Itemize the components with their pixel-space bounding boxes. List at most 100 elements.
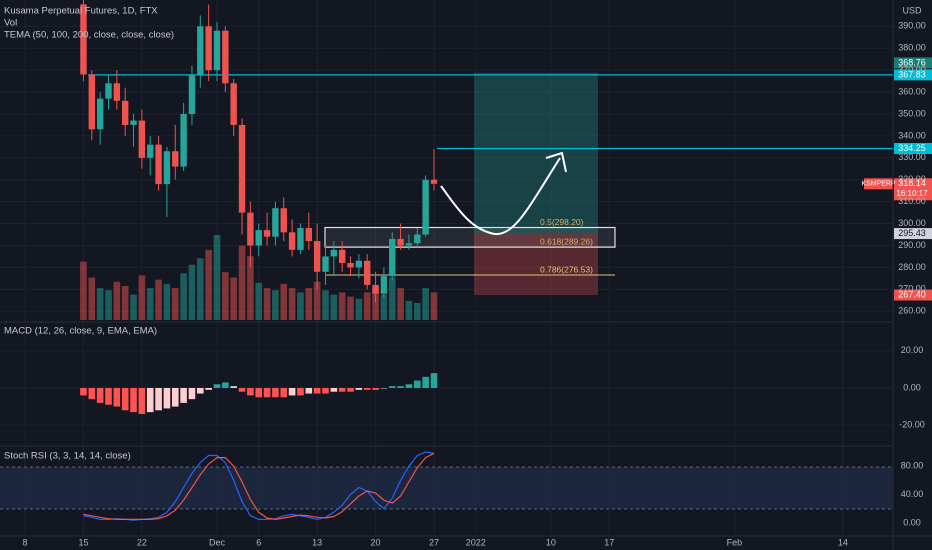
candle-body [230, 83, 237, 125]
volume-bar [80, 261, 87, 320]
title: Kusama Perpetual Futures, 1D, FTX [4, 6, 158, 17]
stoch-title: Stoch RSI (3, 3, 14, 14, close) [4, 451, 131, 462]
y-tick-label: 270.00 [898, 284, 926, 294]
volume-bar [180, 273, 187, 320]
candle-body [422, 179, 429, 235]
volume-bar [422, 288, 429, 320]
candle-body [247, 212, 254, 246]
macd-bar [105, 387, 112, 405]
candle-body [197, 26, 204, 75]
macd-bar [130, 387, 137, 413]
volume-bar [238, 245, 246, 320]
arrow [440, 157, 561, 236]
y-tick-label: 310.00 [898, 196, 926, 206]
volume-bar [430, 292, 438, 320]
candle-body [322, 256, 329, 272]
price-label-box [894, 228, 932, 240]
macd-bar [397, 386, 404, 388]
currency: USD [902, 5, 922, 15]
fib-label: 0.618(289.26) [540, 236, 593, 246]
volume-bar [363, 292, 371, 320]
macd-bar [272, 387, 279, 398]
volume-bar [272, 290, 279, 320]
candle-body [364, 260, 371, 285]
macd-bar [113, 387, 121, 407]
price-label-box [894, 178, 932, 201]
volume-bar [397, 288, 404, 320]
macd-bar [196, 387, 204, 394]
stoch-line [83, 452, 435, 521]
candle-body [155, 144, 162, 185]
y-tick-label: 390.00 [898, 21, 926, 31]
macd-bar [121, 387, 129, 411]
macd-bar [255, 387, 263, 398]
macd-bar [155, 387, 162, 411]
fib-zone [324, 226, 616, 248]
volume-bar [146, 288, 154, 320]
x-tick-label: 8 [23, 537, 28, 547]
volume-bar [413, 303, 421, 320]
volume-bar [322, 290, 329, 320]
candle-body [338, 249, 346, 264]
candle-body [272, 208, 279, 237]
macd-bar [88, 387, 96, 400]
volume-bar [130, 294, 137, 320]
fib-label: 0.786(276.53) [540, 264, 593, 274]
volume-bar [372, 288, 379, 320]
y-tick-label: 330.00 [898, 152, 926, 162]
volume-bar [380, 294, 388, 320]
symbol-label: KSMPERP [861, 181, 896, 188]
volume-bar [205, 249, 212, 320]
x-tick-label: 2022 [466, 537, 486, 547]
price-label: 295.43 [898, 228, 926, 238]
x-tick-label: 6 [256, 537, 261, 547]
tema-label: TEMA (50, 100, 200, close, close, close) [4, 30, 174, 41]
volume-bar [230, 277, 237, 320]
volume-bar [222, 272, 229, 320]
macd-bar [430, 373, 438, 388]
price-label: 368.76 [898, 57, 926, 67]
price-label: 267.40 [898, 289, 926, 299]
volume-bar [313, 281, 321, 320]
macd-bar [355, 387, 363, 390]
candle-body [213, 30, 221, 71]
macd-bar [180, 387, 187, 403]
candle-body [172, 151, 179, 167]
macd-bar [388, 386, 396, 388]
y-tick-label: 20.00 [901, 345, 924, 355]
candle-body [263, 230, 271, 237]
macd-title: MACD (12, 26, close, 9, EMA, EMA) [4, 326, 157, 337]
candle-body [305, 227, 312, 242]
macd-bar [213, 384, 221, 388]
macd-bar [96, 387, 104, 403]
volume-bar [138, 275, 146, 320]
y-tick-label: 80.00 [901, 461, 924, 471]
volume-bar [280, 283, 288, 320]
countdown: 16:10:17 [896, 189, 928, 198]
volume-bar [247, 256, 254, 320]
macd-bar [80, 387, 87, 396]
candle-body [313, 241, 321, 272]
symbol-box [864, 178, 893, 190]
x-tick-label: 15 [78, 537, 88, 547]
candle-body [180, 113, 187, 167]
vol-label: Vol [4, 18, 17, 29]
macd-bar [372, 387, 379, 390]
price-label: 367.83 [898, 69, 926, 79]
candle-body [138, 120, 146, 158]
macd-bar [305, 387, 313, 394]
macd-bar [288, 387, 296, 396]
y-tick-label: 360.00 [898, 86, 926, 96]
candle-body [222, 30, 229, 84]
macd-bar [230, 386, 237, 388]
y-tick-label: 370.00 [898, 65, 926, 75]
price-label-box [894, 289, 932, 301]
price-label-box [894, 69, 932, 81]
y-tick-label: 380.00 [898, 43, 926, 53]
y-tick-label: 290.00 [898, 240, 926, 250]
candle-body [105, 83, 112, 99]
macd-bar [330, 387, 338, 392]
price-label-box [894, 142, 932, 154]
x-tick-label: 17 [604, 537, 614, 547]
